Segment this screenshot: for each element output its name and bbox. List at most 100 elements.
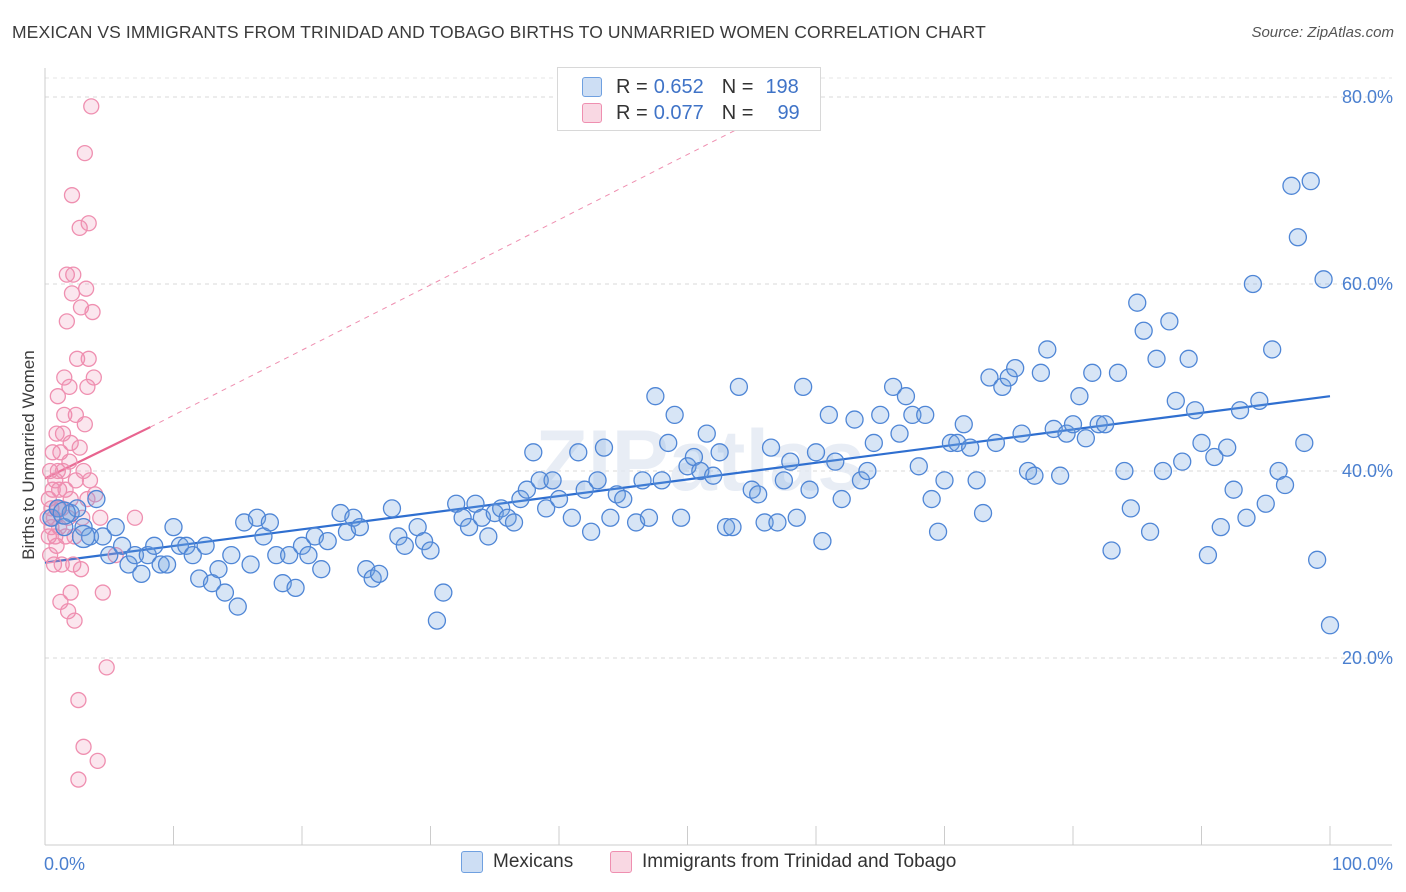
point-mexican [787, 508, 806, 527]
point-trinidad-tobago [57, 481, 74, 498]
point-mexican [1314, 270, 1333, 289]
point-mexican [1224, 480, 1243, 499]
point-mexican [883, 377, 903, 397]
point-mexican [106, 517, 125, 537]
point-mexican [1140, 522, 1160, 541]
point-trinidad-tobago [62, 434, 79, 452]
point-mexican [1147, 349, 1166, 368]
point-mexican [601, 508, 620, 527]
legend-n-label: N = [721, 75, 754, 98]
point-mexican [1218, 438, 1237, 457]
y-tick-label: 20.0% [1342, 648, 1393, 668]
point-mexican [1083, 363, 1102, 382]
point-mexican [1198, 546, 1218, 565]
point-mexican [209, 560, 228, 579]
point-mexican [395, 536, 414, 555]
point-mexican [1173, 452, 1192, 471]
point-mexican [1051, 466, 1070, 485]
trend-lines [44, 129, 1331, 564]
point-mexican [864, 433, 883, 453]
point-mexican [119, 555, 138, 574]
point-mexican [890, 424, 909, 443]
point-trinidad-tobago [58, 313, 75, 330]
point-trinidad-tobago [92, 509, 109, 526]
point-trinidad-tobago [50, 481, 68, 498]
legend-row-mexicans: R = 0.652 N = 198 [582, 75, 799, 99]
point-mexican [967, 471, 986, 490]
point-trinidad-tobago [80, 350, 97, 367]
point-mexican [100, 546, 119, 565]
point-mexican [1115, 461, 1134, 481]
point-trinidad-tobago [49, 462, 66, 480]
point-mexican [588, 471, 607, 490]
point-trinidad-tobago [54, 462, 72, 480]
point-mexican [74, 517, 93, 537]
point-mexican [125, 546, 145, 565]
trend-line-mexicans [44, 395, 1331, 564]
point-trinidad-tobago [71, 219, 88, 237]
point-mexican [781, 452, 800, 471]
point-mexican [1205, 447, 1224, 467]
point-trinidad-tobago [63, 187, 81, 204]
point-trinidad-tobago [61, 378, 78, 396]
point-mexican [794, 377, 813, 397]
point-mexican [222, 546, 241, 565]
point-mexican [755, 513, 774, 532]
legend-n-value: 198 [765, 75, 799, 98]
point-mexican [749, 485, 768, 504]
point-trinidad-tobago [126, 509, 144, 526]
point-mexican [1288, 228, 1308, 247]
point-trinidad-tobago [53, 556, 70, 573]
point-trinidad-tobago [58, 266, 75, 283]
point-mexican [279, 546, 299, 565]
point-mexican [1243, 274, 1263, 294]
point-mexican [761, 438, 781, 457]
point-mexican [537, 499, 556, 518]
point-mexican [517, 480, 537, 499]
point-mexican [267, 546, 286, 565]
point-mexican [1128, 293, 1147, 312]
point-trinidad-tobago [75, 738, 92, 755]
tick-labels: 20.0% 40.0% 60.0% 80.0% 0.0% 100.0% [44, 87, 1393, 874]
point-trinidad-tobago [94, 584, 111, 601]
y-axis-label: Births to Unmarried Women [19, 350, 38, 559]
point-mexican [434, 583, 453, 602]
point-mexican [1108, 363, 1128, 382]
point-mexican [427, 611, 447, 630]
point-mexican [67, 499, 87, 518]
point-mexican [652, 471, 671, 490]
point-mexican [389, 527, 408, 546]
legend-n-label: N = [721, 101, 754, 124]
point-mexican [344, 508, 363, 527]
point-mexican [1166, 391, 1185, 411]
point-mexican [241, 555, 260, 574]
point-mexican [1063, 415, 1083, 434]
point-trinidad-tobago [89, 752, 106, 769]
point-mexican [716, 517, 736, 537]
point-mexican [768, 513, 787, 532]
point-mexican [299, 546, 318, 565]
point-trinidad-tobago [65, 556, 82, 573]
point-mexican [909, 457, 928, 476]
point-trinidad-tobago [56, 369, 73, 386]
points-mexicans [42, 171, 1340, 635]
point-mexican [697, 424, 716, 443]
point-mexican [1320, 616, 1340, 635]
point-trinidad-tobago [62, 584, 79, 601]
points-trinidad-tobago [39, 98, 144, 788]
point-mexican [369, 564, 389, 583]
point-trinidad-tobago [107, 547, 124, 564]
point-trinidad-tobago [63, 285, 81, 302]
point-trinidad-tobago [61, 453, 78, 470]
point-trinidad-tobago [49, 388, 66, 405]
point-mexican [1102, 541, 1121, 560]
point-mexican [1185, 401, 1205, 420]
point-mexican [633, 471, 652, 490]
point-trinidad-tobago [75, 462, 92, 480]
point-mexican [973, 503, 993, 523]
point-mexican [813, 531, 832, 551]
point-mexican [594, 438, 614, 457]
point-mexican [903, 405, 922, 425]
point-mexican-cluster [71, 524, 96, 549]
point-mexican [1256, 494, 1275, 513]
